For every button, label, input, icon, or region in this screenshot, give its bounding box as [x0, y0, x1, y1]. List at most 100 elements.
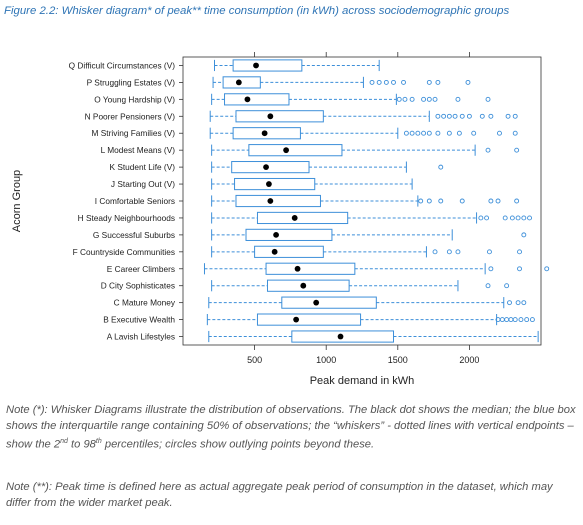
- outlier-point: [529, 317, 535, 323]
- category-label: C Mature Money: [114, 298, 176, 308]
- outlier-point: [471, 130, 477, 136]
- outlier-point: [426, 198, 432, 204]
- outlier-point: [432, 249, 438, 255]
- category-label: M Striving Families (V): [92, 128, 176, 138]
- outlier-point: [438, 164, 444, 170]
- note1-sup-nd: nd: [60, 438, 68, 446]
- outlier-point: [415, 130, 421, 136]
- category-label: Q Difficult Circumstances (V): [69, 60, 176, 70]
- category-label: F Countryside Communities: [73, 247, 175, 257]
- note-peak-definition: Note (**): Peak time is defined here as …: [6, 481, 553, 509]
- median-dot: [291, 215, 298, 221]
- category-label: J Starting Out (V): [111, 179, 175, 189]
- outlier-point: [438, 198, 444, 204]
- median-dot: [244, 96, 251, 103]
- outlier-point: [402, 96, 408, 102]
- median-dot: [313, 299, 320, 306]
- outlier-point: [505, 113, 511, 119]
- iqr-box: [245, 228, 333, 241]
- outlier-point: [396, 96, 402, 102]
- iqr-box: [231, 161, 310, 174]
- outlier-point: [485, 96, 491, 102]
- outlier-point: [512, 317, 518, 323]
- outlier-point: [401, 79, 406, 85]
- iqr-box: [266, 279, 350, 292]
- category-label: P Struggling Estates (V): [87, 77, 176, 87]
- category-label: B Executive Wealth: [103, 315, 175, 325]
- outlier-point: [376, 79, 382, 85]
- category-label: O Young Hardship (V): [94, 94, 175, 104]
- median-dot: [293, 316, 300, 323]
- note-whisker-explanation: Note (*): Whisker Diagrams illustrate th…: [6, 403, 578, 454]
- category-label: G Successful Suburbs: [93, 230, 175, 240]
- median-dot: [267, 113, 274, 120]
- outlier-point: [478, 215, 484, 221]
- median-dot: [337, 333, 344, 340]
- outlier-point: [426, 96, 432, 102]
- category-label: L Modest Means (V): [101, 145, 176, 155]
- outlier-point: [418, 198, 424, 204]
- outlier-point: [514, 198, 520, 204]
- note1-sup-th: th: [95, 438, 102, 446]
- outlier-point: [479, 113, 485, 119]
- median-dot: [253, 62, 259, 69]
- outlier-point: [435, 130, 441, 136]
- outlier-point: [512, 130, 518, 136]
- figure-caption: Figure 2.2: Whisker diagram* of peak** t…: [4, 5, 510, 17]
- outlier-point: [508, 317, 514, 323]
- category-label: N Poorer Pensioners (V): [85, 111, 176, 121]
- outlier-point: [421, 130, 427, 136]
- outlier-point: [504, 317, 510, 323]
- outlier-point: [495, 198, 501, 204]
- outlier-point: [455, 249, 461, 255]
- outlier-point: [465, 79, 471, 85]
- iqr-box: [256, 313, 362, 326]
- outlier-point: [459, 113, 465, 119]
- iqr-box: [281, 296, 377, 309]
- outlier-point: [432, 96, 438, 102]
- category-label: A Lavish Lifestyles: [107, 332, 175, 342]
- outlier-point: [391, 79, 396, 85]
- median-dot: [271, 248, 278, 255]
- outlier-point: [466, 113, 472, 119]
- outlier-point: [369, 79, 375, 85]
- outlier-point: [446, 113, 452, 119]
- median-dot: [235, 79, 242, 86]
- outlier-point: [435, 113, 441, 119]
- outlier-point: [452, 113, 458, 119]
- outlier-point: [504, 283, 510, 289]
- outlier-point: [488, 198, 494, 204]
- x-tick-label: 500: [247, 355, 262, 365]
- outlier-point: [403, 130, 409, 136]
- outlier-point: [488, 113, 494, 119]
- iqr-box: [235, 110, 324, 123]
- y-axis-label: Acorn Group: [11, 170, 23, 232]
- outlier-point: [515, 215, 521, 221]
- outlier-point: [409, 96, 415, 102]
- outlier-point: [499, 317, 505, 323]
- outlier-point: [521, 300, 527, 306]
- outlier-point: [544, 266, 550, 272]
- median-dot: [273, 231, 279, 238]
- iqr-box: [256, 211, 349, 225]
- outlier-point: [512, 113, 518, 119]
- outlier-point: [507, 300, 512, 306]
- median-dot: [294, 265, 301, 272]
- whisker-chart: 500 1000 1500 2000 Peak demand in kWh Acorn G…: [11, 52, 550, 387]
- outlier-point: [509, 215, 515, 221]
- iqr-box: [248, 144, 343, 157]
- x-tick-label: 2000: [459, 355, 479, 365]
- outlier-point: [485, 147, 491, 153]
- outlier-point: [446, 130, 452, 136]
- x-tick-label: 1000: [316, 355, 336, 365]
- x-axis-label: Peak demand in kWh: [310, 375, 415, 387]
- median-dot: [263, 164, 269, 171]
- outlier-point: [527, 215, 532, 221]
- note1-text-c: percentiles; circles show outlying point…: [101, 438, 375, 451]
- outlier-point: [426, 79, 432, 85]
- category-label: I Comfortable Seniors: [95, 196, 175, 206]
- outlier-point: [485, 283, 491, 289]
- outlier-point: [514, 147, 520, 153]
- note1-text-a: Note (*): Whisker Diagrams illustrate th…: [6, 404, 576, 451]
- iqr-box: [232, 59, 303, 72]
